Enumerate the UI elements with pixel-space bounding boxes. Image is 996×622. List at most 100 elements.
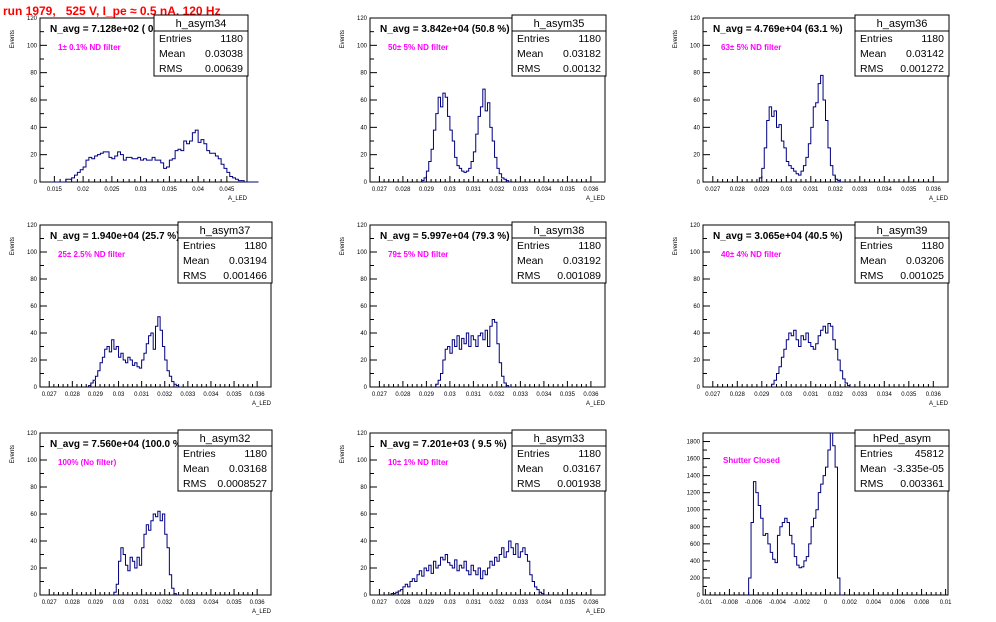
x-tick-label: 0.036 <box>250 392 266 398</box>
y-tick-label: 60 <box>693 304 700 310</box>
n-avg-label: N_avg = 5.997e+04 (79.3 %) <box>380 231 510 242</box>
x-tick-label: 0.03 <box>135 187 147 193</box>
stats-key: Mean <box>517 255 543 267</box>
histogram-panel: 0 20 40 60 80 100 120 0.027 0.028 0.029 0.03 0.031 0… <box>340 221 607 407</box>
histogram-series-line <box>88 316 181 388</box>
stats-value: 1180 <box>244 448 267 460</box>
stats-value: 0.001938 <box>557 478 601 490</box>
y-tick-label: 0 <box>364 593 368 599</box>
stats-box <box>854 429 950 492</box>
stats-box <box>511 429 607 492</box>
x-tick-label: 0.032 <box>157 392 173 398</box>
histogram-panel: 0 20 40 60 80 100 120 0.015 0.02 0.025 0.03 0.035 0.… <box>10 14 259 202</box>
x-tick-label: 0.028 <box>395 392 411 398</box>
x-axis-label: A_LED <box>586 609 606 615</box>
x-tick-label: 0.03 <box>113 392 125 398</box>
stats-value: 0.03168 <box>229 463 267 475</box>
stats-value: 0.03167 <box>563 463 601 475</box>
x-axis-label: A_LED <box>252 401 272 407</box>
y-tick-label: 20 <box>30 358 37 364</box>
y-tick-label: 1600 <box>687 457 701 463</box>
y-tick-label: 60 <box>360 304 367 310</box>
y-tick-label: 1400 <box>687 474 701 480</box>
x-tick-label: 0.032 <box>489 600 505 606</box>
x-tick-label: 0.035 <box>227 392 243 398</box>
n-avg-label: N_avg = 7.560e+04 (100.0 %) <box>50 439 185 450</box>
y-tick-label: 100 <box>690 250 701 256</box>
histogram-series-line <box>51 129 259 183</box>
stats-value: 1180 <box>578 33 601 45</box>
stats-key: RMS <box>860 63 883 75</box>
y-tick-label: 60 <box>360 512 367 518</box>
x-tick-label: 0.032 <box>157 600 173 606</box>
stats-key: Mean <box>183 463 209 475</box>
stats-key: Mean <box>517 48 543 60</box>
stats-key: RMS <box>183 270 206 282</box>
y-tick-label: 200 <box>690 576 701 582</box>
x-tick-label: 0.028 <box>730 392 746 398</box>
histogram-series-line <box>421 88 511 183</box>
x-tick-label: 0.029 <box>419 392 435 398</box>
stats-title: h_asym34 <box>176 18 227 30</box>
x-axis-label: A_LED <box>586 401 606 407</box>
y-tick-label: 100 <box>27 458 38 464</box>
stats-value: 0.003361 <box>900 478 944 490</box>
x-tick-label: 0.033 <box>513 392 529 398</box>
histogram-series-line <box>435 319 511 388</box>
x-tick-label: 0.036 <box>926 187 942 193</box>
stats-value: 1180 <box>921 33 944 45</box>
x-tick-label: -0.006 <box>745 600 763 606</box>
x-tick-label: 0.027 <box>372 392 388 398</box>
y-tick-label: 80 <box>30 71 37 77</box>
stats-box <box>511 221 607 284</box>
histogram-panel: 0 20 40 60 80 100 120 0.027 0.028 0.029 0.03 0.031 0… <box>340 14 607 202</box>
stats-key: Mean <box>517 463 543 475</box>
stats-value: 0.03182 <box>563 48 601 60</box>
y-tick-label: 80 <box>693 71 700 77</box>
x-tick-label: 0.035 <box>227 600 243 606</box>
stats-value: 1180 <box>578 448 601 460</box>
x-tick-label: 0.032 <box>828 392 844 398</box>
stats-key: RMS <box>517 478 540 490</box>
x-tick-label: 0.033 <box>513 187 529 193</box>
stats-box <box>854 14 950 77</box>
x-tick-label: 0.036 <box>926 392 942 398</box>
y-tick-label: 80 <box>360 71 367 77</box>
y-tick-label: 40 <box>30 125 37 131</box>
stats-key: Mean <box>860 255 886 267</box>
y-tick-label: 0 <box>697 385 701 391</box>
y-tick-label: 40 <box>360 125 367 131</box>
n-avg-label: N_avg = 7.128e+02 ( 0.9 %) <box>50 24 177 35</box>
y-tick-label: 0 <box>697 593 701 599</box>
x-tick-label: 0.03 <box>444 187 456 193</box>
x-tick-label: 0.03 <box>444 600 456 606</box>
stats-box <box>511 14 607 77</box>
y-tick-label: 0 <box>34 593 38 599</box>
y-tick-label: 20 <box>360 153 367 159</box>
histogram-panel: 0 20 40 60 80 100 120 0.027 0.028 0.029 0.03 0.031 0… <box>10 429 273 615</box>
x-tick-label: 0.028 <box>65 600 81 606</box>
x-tick-label: 0.032 <box>489 392 505 398</box>
x-tick-label: 0.036 <box>583 600 599 606</box>
x-tick-label: -0.01 <box>699 600 713 606</box>
filter-annotation: 79± 5% ND filter <box>388 250 448 259</box>
stats-value: 0.03206 <box>906 255 944 267</box>
x-axis-label: A_LED <box>929 196 949 202</box>
x-tick-label: 0.027 <box>372 187 388 193</box>
stats-key: Mean <box>860 463 886 475</box>
x-tick-label: 0.02 <box>77 187 89 193</box>
x-tick-label: 0.031 <box>466 600 482 606</box>
stats-title: h_asym38 <box>534 225 585 237</box>
x-tick-label: 0.036 <box>250 600 266 606</box>
stats-key: Entries <box>860 448 893 460</box>
y-tick-label: 60 <box>30 512 37 518</box>
y-axis-label: Events <box>10 30 16 48</box>
x-tick-label: 0.033 <box>852 187 868 193</box>
x-tick-label: 0.002 <box>842 600 858 606</box>
n-avg-label: N_avg = 7.201e+03 ( 9.5 %) <box>380 439 507 450</box>
stats-key: RMS <box>517 270 540 282</box>
stats-title: h_asym39 <box>877 225 928 237</box>
x-tick-label: 0.025 <box>104 187 120 193</box>
stats-key: RMS <box>860 478 883 490</box>
